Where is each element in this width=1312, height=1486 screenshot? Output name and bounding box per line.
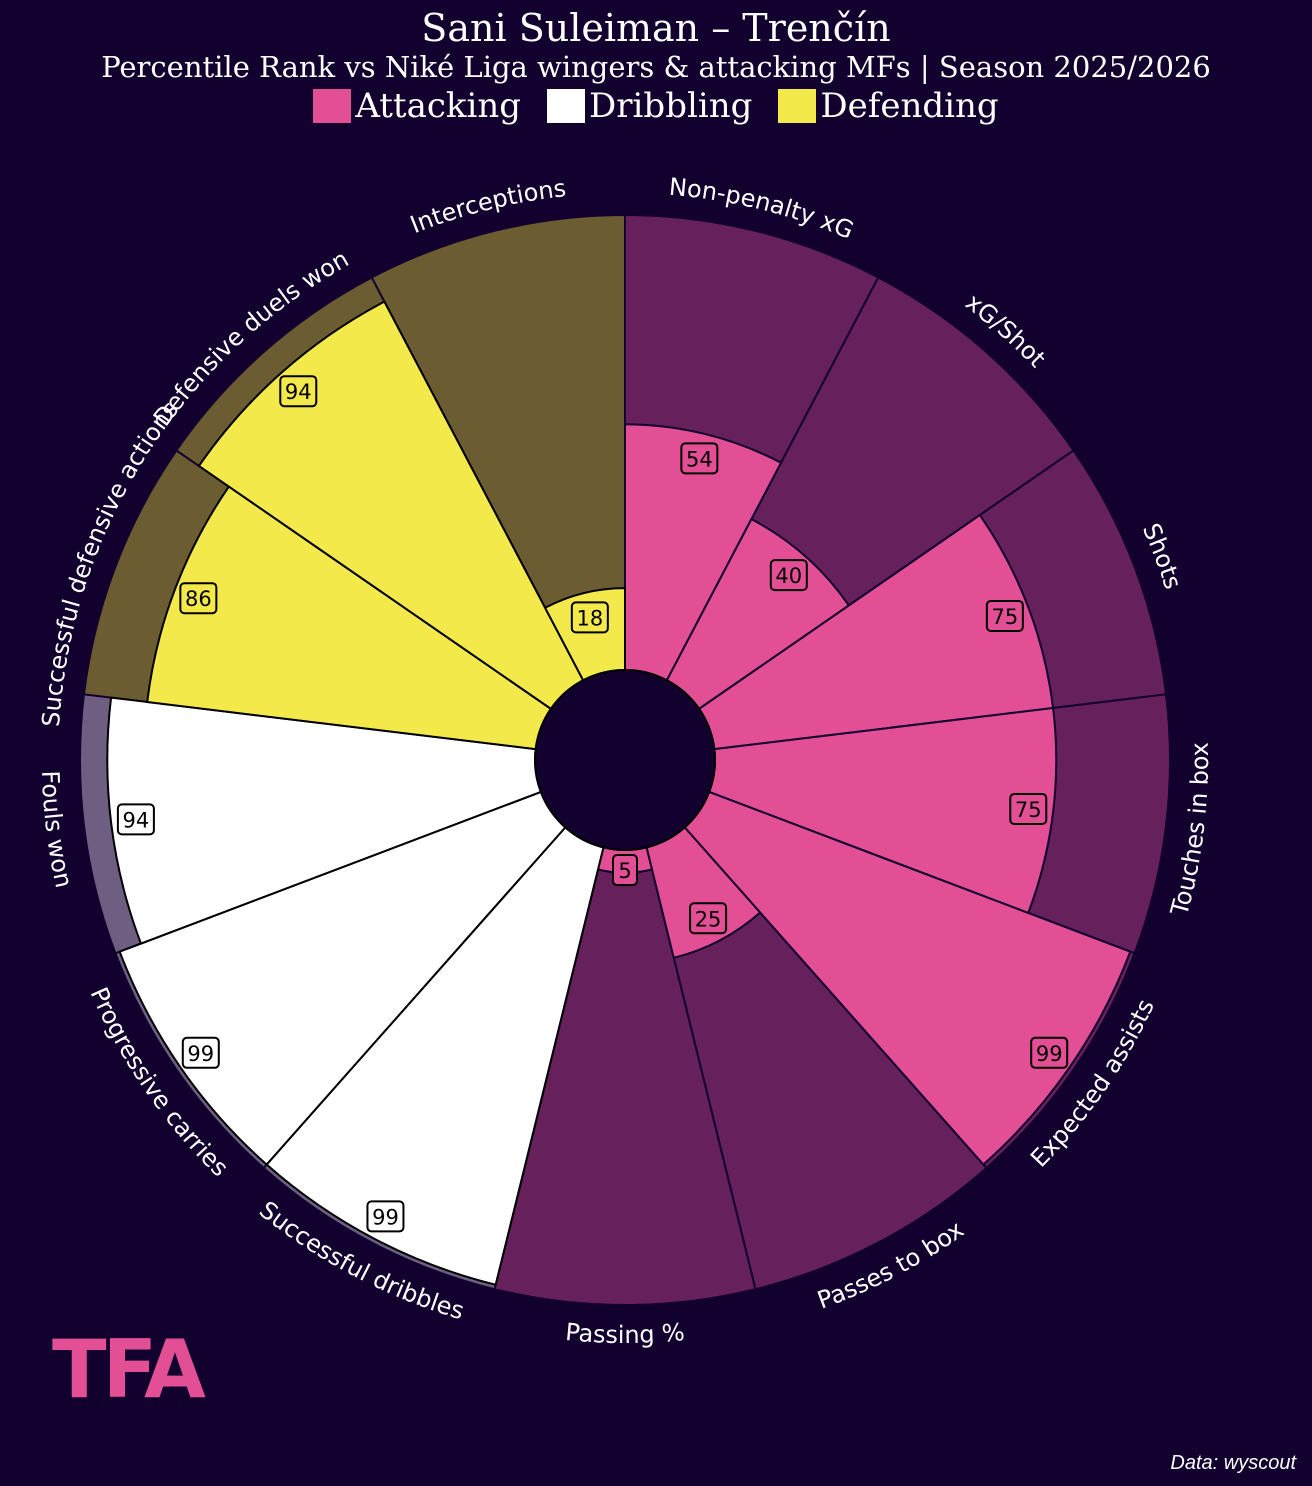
category-label-shots: Shots [1137,519,1187,592]
value-label-xg-shot: 40 [775,564,802,588]
tfa-logo: TFA [52,1330,202,1410]
category-label-passing: Passing % [564,1318,686,1349]
value-label-passing: 5 [618,859,631,883]
value-label-successful-dribbles: 99 [372,1205,399,1229]
pizza-chart: 5440757599255999994869418Non-penalty xGx… [0,0,1312,1486]
value-label-interceptions: 18 [576,606,603,630]
value-label-passes-to-box: 25 [695,907,722,931]
value-label-defensive-duels-won: 94 [285,380,312,404]
center-circle [535,670,715,850]
value-label-fouls-won: 94 [123,808,150,832]
value-label-progressive-carries: 99 [187,1042,214,1066]
data-credit: Data: wyscout [1170,1452,1296,1475]
value-label-shots: 75 [991,605,1018,629]
category-label-fouls-won: Fouls won [36,770,78,890]
value-label-successful-defensive-actions: 86 [185,587,212,611]
value-label-non-penalty-xg: 54 [686,447,713,471]
value-label-expected-assists: 99 [1036,1042,1063,1066]
value-label-touches-in-box: 75 [1015,798,1042,822]
category-label-touches-in-box: Touches in box [1165,742,1214,920]
